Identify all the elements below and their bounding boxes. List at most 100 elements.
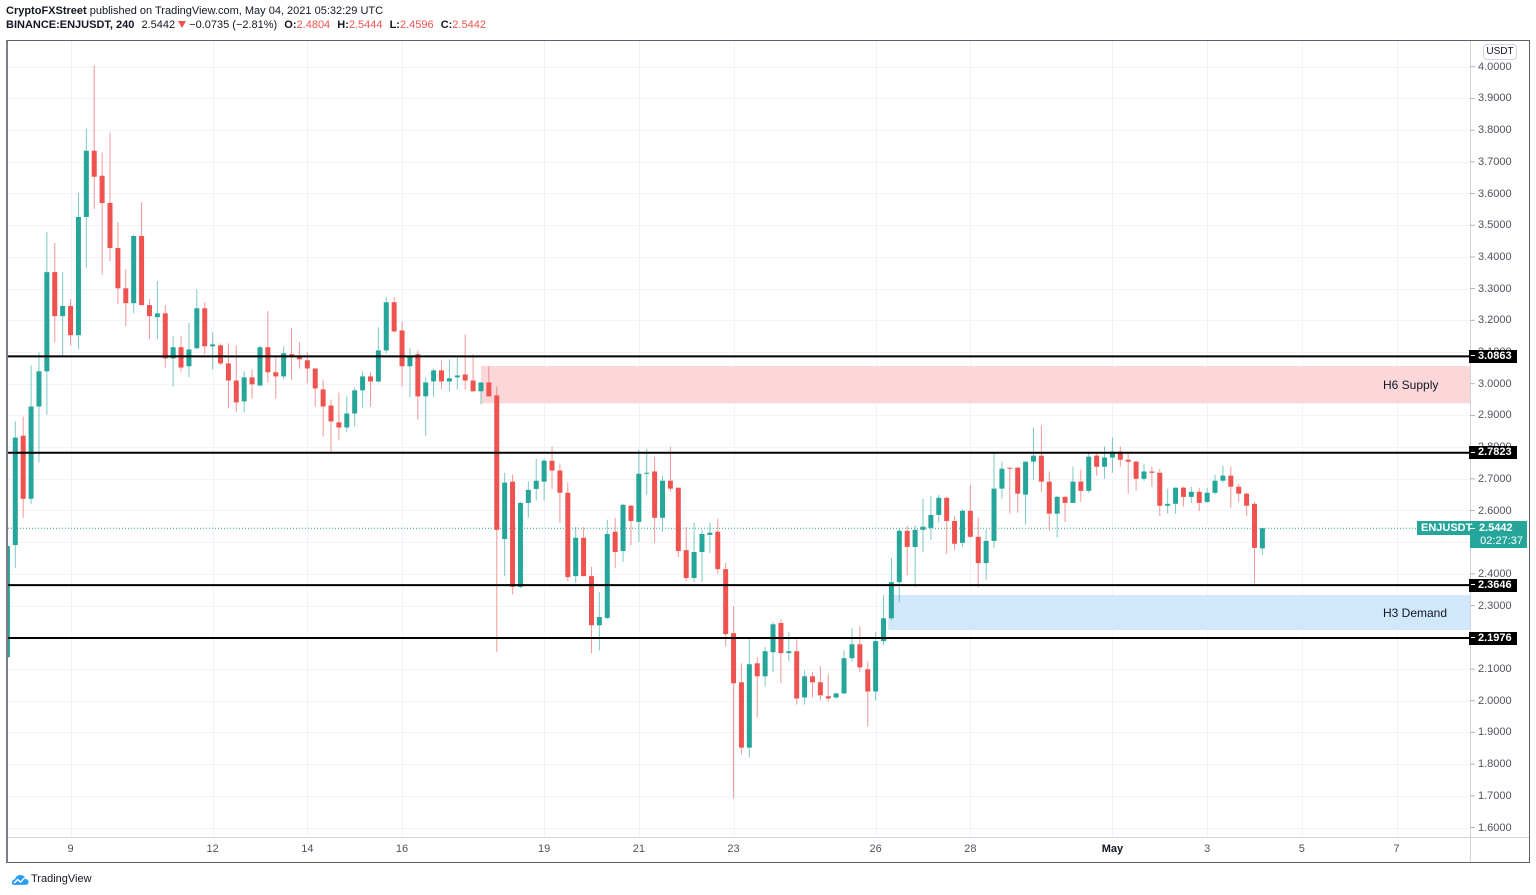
candle-body	[375, 350, 381, 382]
candle-body	[573, 537, 579, 577]
candle-up	[873, 632, 879, 701]
price-axis-tick-label: 1.6000	[1478, 821, 1512, 834]
candle-body	[841, 658, 847, 694]
candle-up	[525, 481, 531, 518]
candle-body	[999, 468, 1005, 489]
candle-up	[644, 448, 650, 495]
candle-down	[1251, 501, 1257, 584]
candle-down	[107, 132, 113, 262]
plot-area[interactable]	[5, 41, 1470, 837]
candle-body	[383, 302, 389, 351]
candle-body	[83, 150, 89, 217]
candle-body	[99, 175, 105, 204]
candle-body	[52, 272, 58, 317]
candle-down	[462, 334, 468, 390]
candle-body	[75, 216, 81, 336]
candle-body	[888, 582, 894, 619]
candle-down	[249, 369, 255, 399]
candle-down	[652, 456, 658, 543]
candle-body	[636, 473, 642, 522]
candle-body	[1196, 491, 1202, 503]
candle-up	[786, 632, 792, 662]
candle-body	[170, 347, 176, 359]
demand-zone-label: H3 Demand	[1383, 605, 1448, 620]
candle-body	[936, 497, 942, 515]
candle-up	[131, 235, 137, 314]
candle-up	[699, 529, 705, 583]
price-axis-currency[interactable]: USDT	[1483, 44, 1517, 60]
candle-body	[1149, 471, 1155, 473]
candle-body	[794, 651, 800, 699]
candle-body	[1078, 481, 1084, 491]
candle-body	[660, 480, 666, 518]
candle-body	[107, 203, 113, 249]
candle-body	[186, 349, 192, 367]
low-value: 2.4596	[399, 19, 434, 31]
candle-body	[391, 302, 397, 332]
candle-down	[1244, 492, 1250, 516]
candle-down	[439, 360, 445, 390]
candle-body	[233, 380, 239, 403]
price-axis-tick-label: 2.6000	[1478, 504, 1512, 517]
candle-body	[1117, 451, 1123, 460]
candle-body	[415, 354, 421, 397]
time-axis-tick-label: 7	[1393, 843, 1400, 855]
high-label: H:	[337, 19, 349, 31]
candle-down	[367, 372, 373, 407]
candle-down	[675, 487, 681, 558]
candle-body	[723, 569, 729, 635]
candle-body	[265, 347, 271, 373]
candle-body	[762, 651, 768, 677]
candle-up	[999, 461, 1005, 499]
candle-down	[178, 336, 184, 373]
candle-body	[817, 682, 823, 696]
candle-up	[573, 526, 579, 584]
candle-body	[754, 663, 760, 677]
time-axis-tick-label: 19	[537, 843, 551, 855]
current-price-value: 2.5442	[1470, 521, 1513, 535]
candle-body	[454, 375, 460, 378]
candle-body	[628, 505, 634, 521]
candle-up	[1102, 446, 1108, 479]
candle-down	[1133, 460, 1139, 491]
candle-up	[762, 647, 768, 687]
candle-down	[202, 302, 208, 355]
candle-up	[60, 272, 66, 358]
candle-body	[446, 378, 452, 382]
candle-body	[139, 235, 145, 306]
candle-up	[170, 336, 176, 387]
candle-up	[75, 192, 81, 350]
candle-body	[178, 347, 184, 368]
candle-body	[1141, 471, 1147, 479]
level-price-label: 2.1976	[1469, 631, 1517, 645]
candle-down	[1196, 487, 1202, 511]
open-label: O:	[284, 19, 297, 31]
candle-down	[738, 663, 744, 755]
candle-up	[841, 650, 847, 695]
candle-body	[952, 520, 958, 544]
current-price-symbol: ENJUSDT	[1421, 522, 1473, 534]
candle-up	[746, 639, 752, 758]
candle-body	[115, 248, 121, 289]
candle-body	[833, 693, 839, 698]
level-price-label: 2.7823	[1469, 446, 1517, 460]
candle-up	[541, 458, 547, 501]
price-axis-tick-label: 1.7000	[1478, 789, 1512, 802]
candle-down	[510, 474, 516, 595]
price-axis-tick-label: 3.3000	[1478, 282, 1512, 295]
candle-up	[604, 519, 610, 620]
candle-body	[1109, 451, 1115, 458]
candle-up	[360, 371, 366, 409]
candle-up	[12, 421, 18, 568]
candle-body	[983, 540, 989, 564]
candle-up	[959, 508, 965, 547]
candle-body	[667, 480, 673, 489]
candle-down	[565, 482, 571, 582]
candle-down	[68, 299, 74, 346]
candle-down	[975, 517, 981, 588]
candle-down	[91, 65, 97, 210]
candle-up	[920, 498, 926, 553]
candle-down	[399, 321, 405, 387]
candle-up	[912, 525, 918, 588]
